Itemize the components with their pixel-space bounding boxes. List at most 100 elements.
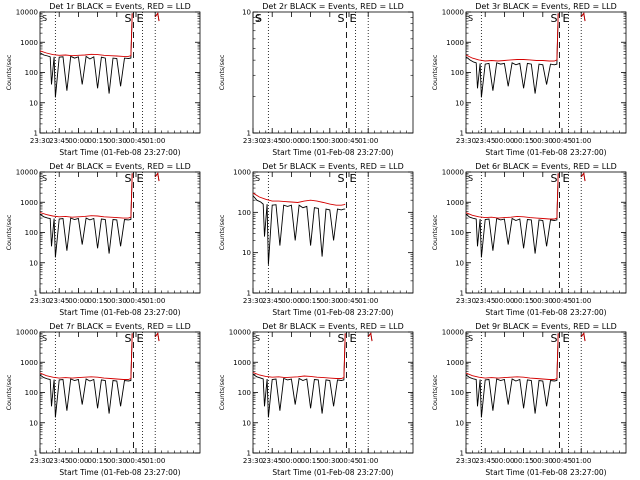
y-tick-label: 100 xyxy=(451,69,464,77)
events-series-line xyxy=(252,333,346,418)
marker-letter: S xyxy=(337,332,344,345)
x-tick-label: 23:45 xyxy=(475,297,495,305)
panel-title: Det 9r BLACK = Events, RED = LLD xyxy=(475,322,617,331)
x-tick-label: 00:15 xyxy=(301,457,321,465)
corner-marker: S xyxy=(255,14,260,23)
detector-panel-5: Det 5r BLACK = Events, RED = LLD Counts/s… xyxy=(218,162,414,317)
x-tick-label: 00:00 xyxy=(68,297,88,305)
marker-letter: S xyxy=(255,12,262,25)
y-tick-label: 1 xyxy=(247,130,251,138)
x-tick-label: 00:30 xyxy=(533,297,553,305)
marker-letter: E xyxy=(562,172,569,185)
y-axis-label: Counts/sec xyxy=(5,214,13,250)
marker-letter: E xyxy=(349,172,356,185)
marker-letter: S xyxy=(124,12,131,25)
y-tick-label: 1000 xyxy=(233,359,251,367)
y-tick-label: 1 xyxy=(34,290,38,298)
y-tick-label: 1 xyxy=(460,450,464,458)
x-axis-label: Start Time (01-Feb-08 23:27:00) xyxy=(59,148,180,157)
y-tick-label: 10000 xyxy=(16,329,38,337)
x-axis-label: Start Time (01-Feb-08 23:27:00) xyxy=(272,308,393,317)
plot-frame xyxy=(39,331,201,454)
x-tick-label: 00:15 xyxy=(514,137,534,145)
detector-panel-9: Det 9r BLACK = Events, RED = LLD Counts/s… xyxy=(431,322,627,477)
panel-title: Det 7r BLACK = Events, RED = LLD xyxy=(49,322,191,331)
detector-panel-1: Det 1r BLACK = Events, RED = LLD Counts/s… xyxy=(5,2,201,157)
x-tick-label: 01:00 xyxy=(145,137,165,145)
x-tick-label: 23:30 xyxy=(243,457,263,465)
y-tick-label: 10 xyxy=(455,419,464,427)
x-tick-label: 00:45 xyxy=(339,297,359,305)
plot-frame xyxy=(252,11,414,134)
y-tick-label: 10000 xyxy=(442,329,464,337)
y-axis-label: Counts/sec xyxy=(431,54,439,90)
events-series-line xyxy=(252,195,346,265)
x-axis-label: Start Time (01-Feb-08 23:27:00) xyxy=(485,468,606,477)
y-tick-label: 1000 xyxy=(446,359,464,367)
lld-series-line xyxy=(39,13,133,57)
events-series-line xyxy=(465,173,559,258)
x-tick-label: 00:00 xyxy=(281,137,301,145)
y-tick-label: 10000 xyxy=(16,9,38,17)
x-axis-label: Start Time (01-Feb-08 23:27:00) xyxy=(272,468,393,477)
x-tick-label: 00:45 xyxy=(552,457,572,465)
x-tick-label: 23:30 xyxy=(456,137,476,145)
events-series-line xyxy=(39,333,133,418)
x-tick-label: 23:45 xyxy=(262,297,282,305)
corner-marker: S xyxy=(468,174,473,183)
x-axis-label: Start Time (01-Feb-08 23:27:00) xyxy=(272,148,393,157)
lld-series-line xyxy=(580,172,586,182)
marker-letter: E xyxy=(562,332,569,345)
marker-letter: E xyxy=(349,12,356,25)
x-tick-label: 23:30 xyxy=(243,137,263,145)
x-tick-label: 00:00 xyxy=(68,457,88,465)
x-tick-label: 00:15 xyxy=(514,297,534,305)
lld-series-line xyxy=(39,333,133,380)
marker-letter: E xyxy=(349,332,356,345)
y-tick-label: 10 xyxy=(455,99,464,107)
marker-letter: S xyxy=(337,172,344,185)
x-tick-label: 23:45 xyxy=(49,297,69,305)
x-tick-label: 00:00 xyxy=(494,457,514,465)
x-axis-label: Start Time (01-Feb-08 23:27:00) xyxy=(485,148,606,157)
x-tick-label: 00:15 xyxy=(301,137,321,145)
x-tick-label: 00:30 xyxy=(533,137,553,145)
panel-title: Det 3r BLACK = Events, RED = LLD xyxy=(475,2,617,11)
x-axis-label: Start Time (01-Feb-08 23:27:00) xyxy=(59,468,180,477)
y-tick-label: 1000 xyxy=(20,199,38,207)
detector-panel-3: Det 3r BLACK = Events, RED = LLD Counts/s… xyxy=(431,2,627,157)
y-tick-label: 100 xyxy=(451,389,464,397)
corner-marker: S xyxy=(42,334,47,343)
y-axis-label: Counts/sec xyxy=(218,214,226,250)
corner-marker: S xyxy=(468,334,473,343)
y-tick-label: 100 xyxy=(451,229,464,237)
detector-panel-2: Det 2r BLACK = Events, RED = LLD Counts/s… xyxy=(218,2,414,157)
marker-letter: S xyxy=(550,12,557,25)
y-tick-label: 10000 xyxy=(229,329,251,337)
x-tick-label: 01:00 xyxy=(571,457,591,465)
corner-marker: S xyxy=(42,14,47,23)
x-tick-label: 00:45 xyxy=(552,297,572,305)
y-axis-label: Counts/sec xyxy=(431,214,439,250)
lld-series-line xyxy=(154,12,160,22)
x-tick-label: 23:30 xyxy=(456,457,476,465)
x-tick-label: 01:00 xyxy=(571,297,591,305)
y-tick-label: 10000 xyxy=(16,169,38,177)
events-series-line xyxy=(39,13,133,98)
marker-letter: S xyxy=(550,172,557,185)
events-series-line xyxy=(39,173,133,258)
marker-letter: S xyxy=(124,172,131,185)
x-tick-label: 00:15 xyxy=(514,457,534,465)
marker-letter: E xyxy=(562,12,569,25)
x-tick-label: 00:15 xyxy=(88,297,108,305)
y-tick-label: 1000 xyxy=(446,39,464,47)
x-tick-label: 23:45 xyxy=(475,457,495,465)
marker-letter: S xyxy=(550,332,557,345)
x-tick-label: 00:45 xyxy=(126,297,146,305)
lld-series-line xyxy=(465,173,559,220)
x-tick-label: 00:30 xyxy=(320,137,340,145)
x-tick-label: 00:45 xyxy=(339,457,359,465)
corner-marker: S xyxy=(255,334,260,343)
panel-title: Det 1r BLACK = Events, RED = LLD xyxy=(49,2,191,11)
